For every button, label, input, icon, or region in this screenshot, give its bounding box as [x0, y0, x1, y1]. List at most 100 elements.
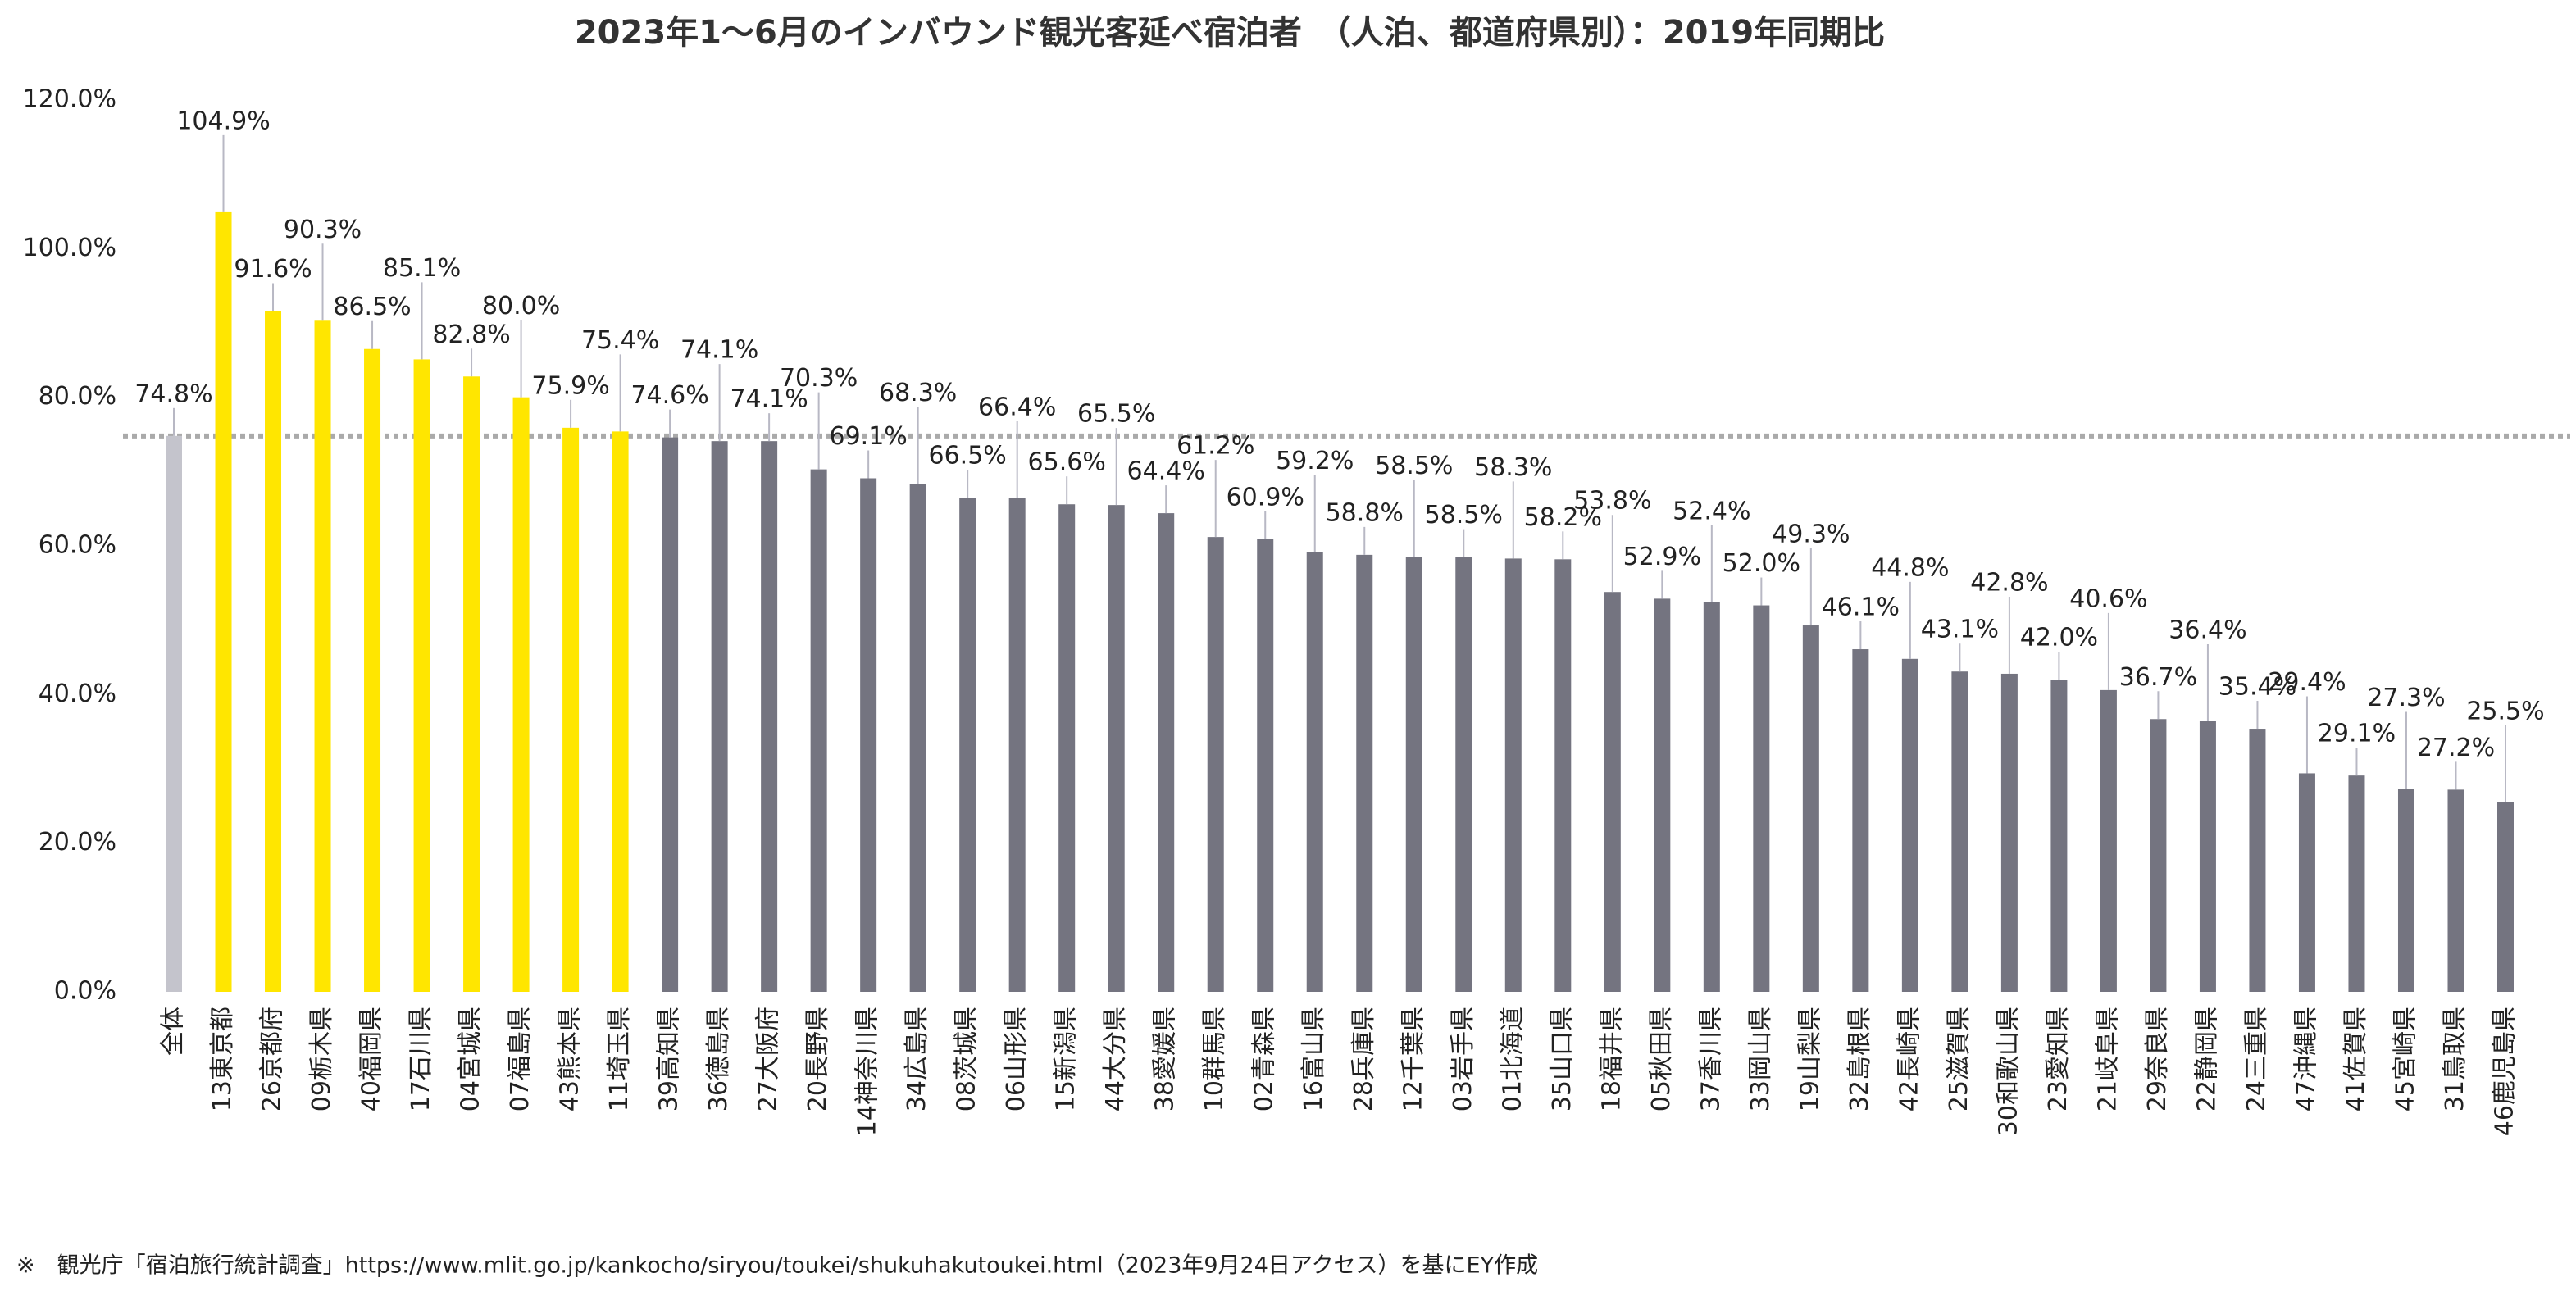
value-label: 104.9% — [176, 107, 270, 135]
value-label: 36.4% — [2169, 616, 2246, 644]
x-tick-label: 25滋賀県 — [1945, 1007, 1973, 1111]
bar — [2050, 680, 2068, 992]
bar — [1703, 602, 1720, 992]
y-tick-label: 60.0% — [39, 531, 116, 560]
x-tick-label: 03岩手県 — [1449, 1007, 1477, 1111]
value-label: 74.8% — [134, 380, 212, 408]
bar — [314, 320, 331, 992]
bar — [662, 437, 679, 992]
x-tick-label: 19山梨県 — [1795, 1007, 1824, 1111]
x-tick-label: 06山形県 — [1002, 1007, 1031, 1111]
bar — [1654, 598, 1671, 992]
x-tick-label: 09栃木県 — [307, 1007, 336, 1111]
y-tick-label: 40.0% — [39, 680, 116, 708]
value-label: 61.2% — [1176, 432, 1254, 461]
value-label: 68.3% — [879, 379, 957, 407]
value-label: 91.6% — [234, 255, 312, 284]
value-label: 60.9% — [1227, 483, 1304, 511]
x-tick-label: 20長野県 — [803, 1007, 832, 1111]
x-tick-label: 29奈良県 — [2143, 1007, 2172, 1111]
bar — [2150, 719, 2167, 992]
value-label: 74.6% — [630, 381, 708, 410]
value-label: 64.4% — [1127, 457, 1205, 486]
x-tick-label: 24三重県 — [2242, 1007, 2271, 1111]
x-tick-label: 21岐阜県 — [2093, 1007, 2122, 1111]
value-label: 75.4% — [581, 326, 659, 355]
bar — [1356, 554, 1373, 992]
bar — [1455, 557, 1472, 992]
value-label: 90.3% — [284, 216, 362, 244]
x-tick-label: 46鹿児島県 — [2491, 1007, 2519, 1136]
x-tick-label: 36徳島県 — [704, 1007, 733, 1111]
value-label: 42.8% — [1970, 568, 2048, 597]
x-tick-label: 全体 — [159, 1007, 188, 1056]
value-label: 27.2% — [2417, 734, 2495, 762]
x-tick-label: 10群馬県 — [1200, 1007, 1229, 1111]
x-tick-label: 30和歌山県 — [1994, 1007, 2023, 1136]
bar — [1306, 552, 1323, 992]
x-tick-label: 05秋田県 — [1647, 1007, 1676, 1111]
bar — [2447, 789, 2464, 992]
x-tick-label: 34広島県 — [903, 1007, 931, 1111]
x-tick-label: 16富山県 — [1299, 1007, 1328, 1111]
x-tick-label: 26京都府 — [258, 1007, 287, 1111]
value-label: 25.5% — [2466, 697, 2544, 725]
bar — [612, 431, 629, 992]
value-label: 36.7% — [2119, 663, 2197, 692]
y-tick-label: 100.0% — [23, 234, 116, 262]
value-label: 35.4% — [2219, 673, 2296, 702]
x-tick-label: 27大阪府 — [754, 1007, 783, 1111]
x-tick-label: 13東京都 — [208, 1007, 237, 1111]
x-tick-label: 42長崎県 — [1895, 1007, 1923, 1111]
x-tick-label: 02青森県 — [1250, 1007, 1279, 1111]
x-tick-label: 39高知県 — [655, 1007, 684, 1111]
value-label: 44.8% — [1871, 553, 1949, 582]
x-tick-label: 28兵庫県 — [1349, 1007, 1378, 1111]
value-label: 52.0% — [1723, 549, 1800, 578]
bar — [1901, 658, 1918, 992]
value-label: 74.1% — [730, 385, 808, 414]
value-label: 66.4% — [978, 393, 1056, 421]
value-label: 75.9% — [531, 371, 609, 400]
value-label: 85.1% — [383, 254, 461, 283]
bar — [215, 211, 232, 992]
value-label: 59.2% — [1276, 447, 1354, 475]
x-tick-label: 43熊本県 — [556, 1007, 585, 1111]
x-tick-label: 23愛知県 — [2044, 1007, 2073, 1111]
value-label: 58.5% — [1375, 452, 1453, 480]
bar — [1504, 558, 1522, 992]
value-label: 40.6% — [2069, 584, 2147, 613]
y-tick-label: 80.0% — [39, 382, 116, 411]
bar — [2100, 689, 2117, 992]
x-tick-label: 33岡山県 — [1746, 1007, 1775, 1111]
chart-title: 2023年1～6月のインバウンド観光客延べ宿泊者 （人泊、都道府県別）：2019… — [575, 14, 1885, 52]
value-label: 29.1% — [2318, 720, 2396, 748]
bar — [2249, 729, 2266, 992]
value-label: 58.5% — [1425, 501, 1503, 530]
bar — [1257, 539, 1274, 992]
bar — [860, 478, 877, 992]
x-tick-label: 07福島県 — [506, 1007, 535, 1111]
bar — [1951, 671, 1968, 992]
x-tick-label: 08茨城県 — [953, 1007, 981, 1111]
x-tick-label: 17石川県 — [407, 1007, 435, 1111]
bar — [364, 348, 381, 992]
bar — [2199, 721, 2216, 992]
bar — [2348, 775, 2365, 992]
bar — [413, 359, 430, 993]
bar — [761, 441, 778, 992]
x-tick-label: 14神奈川県 — [853, 1007, 882, 1136]
x-tick-label: 01北海道 — [1498, 1007, 1527, 1111]
bar — [2397, 789, 2414, 992]
bar — [1554, 559, 1572, 992]
value-label: 65.5% — [1077, 400, 1155, 429]
x-tick-label: 38愛媛県 — [1151, 1007, 1180, 1111]
bar — [166, 435, 182, 992]
x-tick-label: 40福岡県 — [357, 1007, 386, 1111]
bar — [265, 311, 282, 992]
bar — [512, 397, 530, 993]
bar — [711, 441, 728, 992]
bar — [463, 376, 480, 992]
x-tick-label: 35山口県 — [1548, 1007, 1577, 1111]
